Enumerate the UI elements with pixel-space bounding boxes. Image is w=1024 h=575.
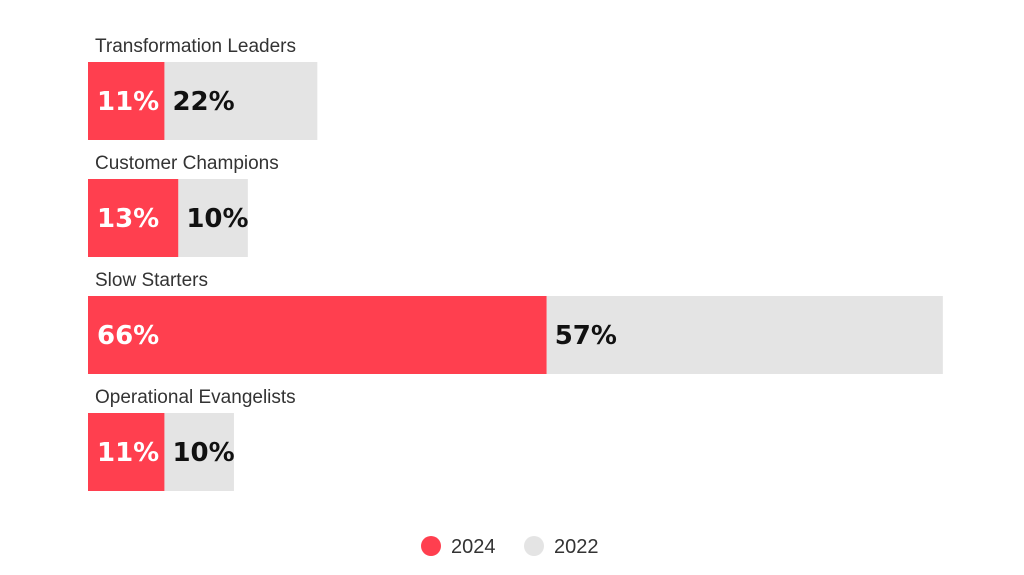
data-label-2022-transformation-leaders: 22% <box>172 87 234 117</box>
bar-2022-operational-evangelists <box>164 413 234 491</box>
legend-swatch-2024 <box>421 536 441 556</box>
data-label-2024-slow-starters: 66% <box>97 321 159 351</box>
data-label-2024-operational-evangelists: 11% <box>97 438 159 468</box>
bar-2024-customer-champions <box>88 179 179 257</box>
category-label-slow-starters: Slow Starters <box>95 270 208 291</box>
bar-2022-transformation-leaders <box>164 62 318 140</box>
bar-2024-slow-starters <box>88 296 547 374</box>
bar-2024-operational-evangelists <box>88 413 165 491</box>
bar-2022-customer-champions <box>178 179 248 257</box>
bar-2022-slow-starters <box>546 296 943 374</box>
legend-label-2022: 2022 <box>554 536 599 558</box>
legend-label-2024: 2024 <box>451 536 496 558</box>
category-label-transformation-leaders: Transformation Leaders <box>95 36 296 57</box>
data-label-2024-transformation-leaders: 11% <box>97 87 159 117</box>
bars-layer: Transformation Leaders 11% 22% Customer Cha… <box>88 36 943 491</box>
bar-2024-transformation-leaders <box>88 62 165 140</box>
legend-swatch-2022 <box>524 536 544 556</box>
category-label-operational-evangelists: Operational Evangelists <box>95 387 296 408</box>
category-label-customer-champions: Customer Champions <box>95 153 279 174</box>
data-label-2022-slow-starters: 57% <box>555 321 617 351</box>
legend: 2024 2022 <box>421 536 599 558</box>
data-label-2022-customer-champions: 10% <box>186 204 248 234</box>
data-label-2024-customer-champions: 13% <box>97 204 159 234</box>
data-label-2022-operational-evangelists: 10% <box>172 438 234 468</box>
